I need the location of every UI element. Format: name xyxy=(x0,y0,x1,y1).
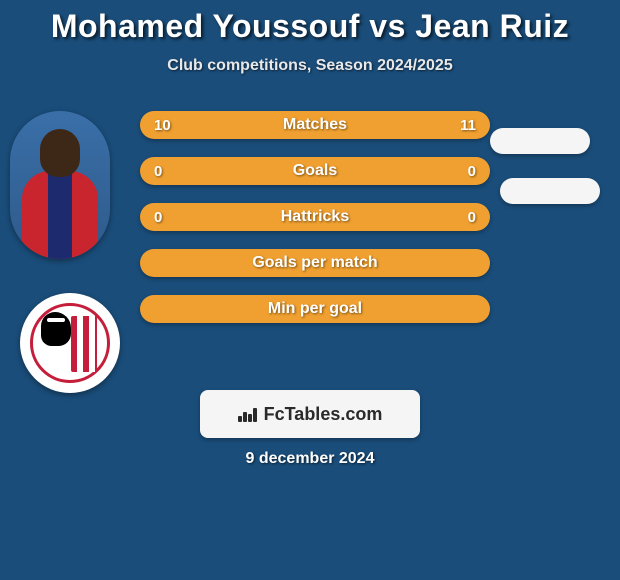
page-title: Mohamed Youssouf vs Jean Ruiz xyxy=(0,8,620,45)
stat-right-value: 11 xyxy=(460,117,476,134)
club-badge-stripes-icon xyxy=(71,316,97,372)
bar-chart-icon xyxy=(238,406,258,422)
stat-row-hattricks: 0 Hattricks 0 xyxy=(140,203,490,231)
club-badge-head-icon xyxy=(41,312,71,346)
player-jersey-stripe xyxy=(48,171,72,259)
stat-right-value: 0 xyxy=(468,163,476,180)
stat-label: Goals xyxy=(293,162,337,180)
stat-row-goals: 0 Goals 0 xyxy=(140,157,490,185)
branding-badge: FcTables.com xyxy=(200,390,420,438)
player-head xyxy=(40,129,80,177)
stat-right-value: 0 xyxy=(468,209,476,226)
side-pill xyxy=(500,178,600,204)
stat-row-matches: 10 Matches 11 xyxy=(140,111,490,139)
stat-left-value: 10 xyxy=(154,117,171,134)
club-badge xyxy=(20,293,120,393)
stat-left-value: 0 xyxy=(154,209,162,226)
stat-left-value: 0 xyxy=(154,163,162,180)
stat-row-min-per-goal: Min per goal xyxy=(140,295,490,323)
stat-label: Hattricks xyxy=(281,208,349,226)
stat-label: Matches xyxy=(283,116,347,134)
stat-row-goals-per-match: Goals per match xyxy=(140,249,490,277)
stat-label: Min per goal xyxy=(268,300,362,318)
club-badge-inner xyxy=(30,303,110,383)
subtitle: Club competitions, Season 2024/2025 xyxy=(0,57,620,75)
date-label: 9 december 2024 xyxy=(0,450,620,468)
player-photo xyxy=(10,111,110,259)
side-pill xyxy=(490,128,590,154)
branding-text: FcTables.com xyxy=(264,404,383,425)
comparison-card: Mohamed Youssouf vs Jean Ruiz Club compe… xyxy=(0,0,620,580)
stat-label: Goals per match xyxy=(252,254,377,272)
stat-rows: 10 Matches 11 0 Goals 0 0 Hattricks 0 Go… xyxy=(140,111,490,323)
